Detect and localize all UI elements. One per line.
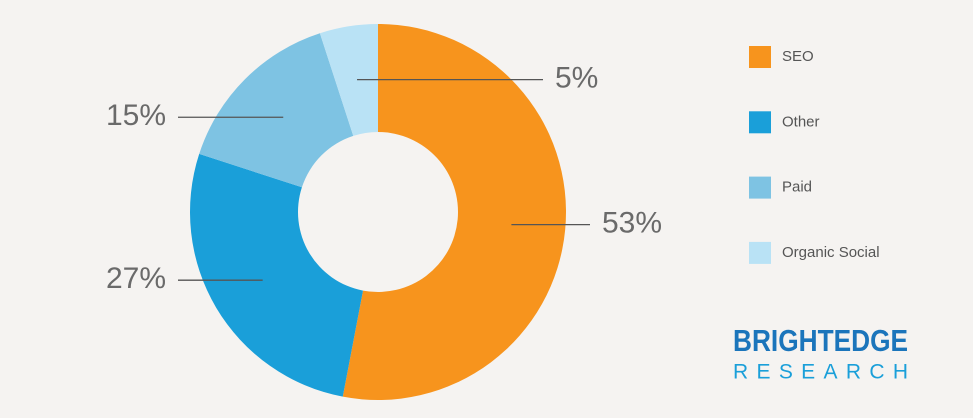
- legend-label: Paid: [782, 179, 812, 196]
- legend-swatch: [749, 176, 771, 199]
- donut-slice: [199, 33, 354, 188]
- value-label: 15%: [106, 99, 166, 132]
- brand: BRIGHTEDGE: [733, 323, 908, 358]
- donut-slice: [189, 153, 364, 397]
- donut-slice: [342, 24, 566, 401]
- legend-label: Other: [782, 113, 820, 130]
- legend-label: Organic Social: [782, 244, 880, 261]
- value-label: 5%: [555, 62, 598, 95]
- legend-swatch: [749, 111, 771, 134]
- legend-label: SEO: [782, 48, 814, 65]
- value-label: 27%: [106, 262, 166, 295]
- legend-swatch: [749, 46, 771, 68]
- value-label: 53%: [602, 207, 662, 240]
- donut-slice: [319, 24, 378, 136]
- legend-swatch: [749, 241, 771, 264]
